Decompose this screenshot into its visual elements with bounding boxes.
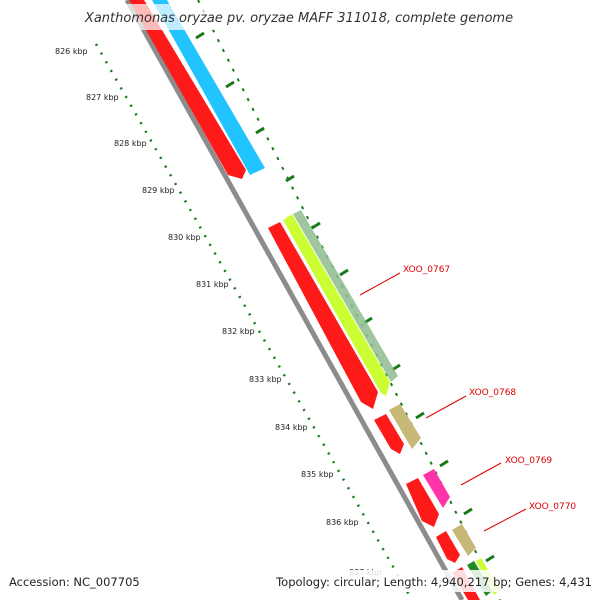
kbp-label: 833 kbp xyxy=(249,375,282,384)
gene-xoo-0768-block[interactable] xyxy=(389,404,421,449)
outer-major-ticks xyxy=(195,31,495,563)
forward-cds-block[interactable] xyxy=(268,222,378,409)
kbp-label: 828 kbp xyxy=(114,139,147,148)
gene-xoo-0770-leader xyxy=(483,508,527,532)
kbp-label: 836 kbp xyxy=(326,518,359,527)
gene-xoo-0767-shadow xyxy=(293,210,398,382)
map-title: Xanthomonas oryzae pv. oryzae MAFF 31101… xyxy=(84,11,513,26)
forward-cds-block[interactable] xyxy=(436,531,460,563)
kbp-label: 829 kbp xyxy=(142,186,175,195)
forward-cds-block[interactable] xyxy=(406,478,439,527)
gene-xoo-0770-label[interactable]: XOO_0770 xyxy=(529,502,576,512)
gene-xoo-0770-block[interactable] xyxy=(452,524,476,556)
kbp-label: 834 kbp xyxy=(275,423,308,432)
kbp-label: 831 kbp xyxy=(196,280,229,289)
gene-xoo-0769-block[interactable] xyxy=(423,469,450,508)
footer-backdrop xyxy=(0,570,600,592)
title-backdrop xyxy=(60,4,538,30)
gene-xoo-0769-label[interactable]: XOO_0769 xyxy=(505,456,552,466)
forward-cds-block[interactable] xyxy=(129,0,246,179)
kbp-label: 830 kbp xyxy=(168,233,201,242)
topology-text: Topology: circular; Length: 4,940,217 bp… xyxy=(275,575,592,589)
accession-text: Accession: NC_007705 xyxy=(9,575,140,589)
gene-xoo-0767-label[interactable]: XOO_0767 xyxy=(403,265,450,275)
gene-xoo-0768-leader xyxy=(425,395,467,419)
gene-xoo-0767-leader xyxy=(359,272,401,296)
gene-xoo-0768-label[interactable]: XOO_0768 xyxy=(469,388,516,398)
reverse-cds-block[interactable] xyxy=(152,0,265,175)
kbp-label: 827 kbp xyxy=(86,93,119,102)
kbp-label: 832 kbp xyxy=(222,327,255,336)
kbp-label: 826 kbp xyxy=(55,47,88,56)
gene-xoo-0767-block[interactable] xyxy=(283,214,390,396)
genome-backbone xyxy=(124,0,465,600)
gene-xoo-0769-leader xyxy=(460,462,502,486)
forward-cds-block[interactable] xyxy=(374,414,404,454)
kbp-label: 835 kbp xyxy=(301,470,334,479)
outer-tick-line xyxy=(197,0,501,600)
